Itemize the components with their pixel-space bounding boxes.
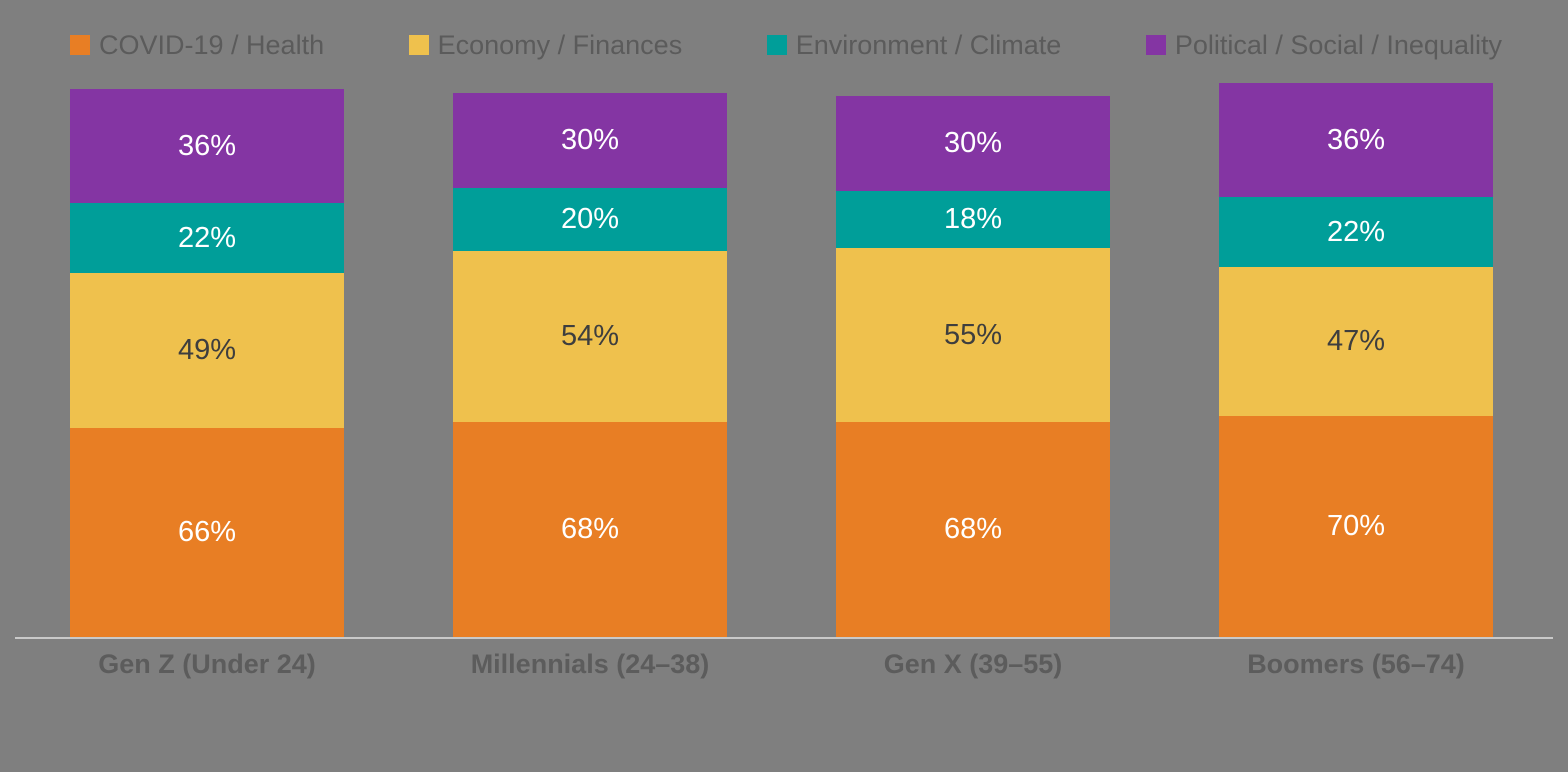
- data-label: 30%: [560, 124, 620, 156]
- segment-environment-climate: 22%: [70, 203, 344, 273]
- segment-political-social-inequality: 30%: [836, 96, 1110, 191]
- legend-item-covid-19-health: COVID-19 / Health: [70, 30, 324, 61]
- x-axis-labels: Gen Z (Under 24) Millennials (24–38) Gen X…: [70, 649, 1493, 680]
- segment-covid-19-health: 70%: [1219, 416, 1493, 637]
- data-label: 18%: [943, 203, 1003, 235]
- legend-label: Environment / Climate: [795, 29, 1062, 60]
- segment-environment-climate: 18%: [836, 191, 1110, 248]
- data-label: 22%: [1326, 215, 1386, 248]
- plot-area: 66% 49% 22% 36% 68% 54% 20% 30% 68% 55% 18% 30% 70% 4…: [70, 62, 1493, 637]
- data-label: 36%: [177, 129, 237, 162]
- segment-economy-finances: 54%: [453, 251, 727, 422]
- data-label: 70%: [1326, 510, 1386, 542]
- bar-gen-x-39-55: 68% 55% 18% 30%: [836, 96, 1110, 637]
- segment-covid-19-health: 68%: [836, 422, 1110, 637]
- legend-label: COVID-19 / Health: [99, 29, 325, 60]
- category-label: Boomers (56–74): [1247, 649, 1465, 679]
- legend-item-economy-finances: Economy / Finances: [408, 29, 683, 61]
- legend-swatch-icon: [70, 35, 90, 55]
- segment-covid-19-health: 68%: [453, 422, 727, 637]
- segment-economy-finances: 49%: [70, 273, 344, 428]
- segment-political-social-inequality: 36%: [1219, 83, 1493, 197]
- chart-legend: COVID-19 / Health Economy / Finances Envir…: [70, 28, 1502, 62]
- segment-environment-climate: 22%: [1219, 197, 1493, 267]
- segment-economy-finances: 47%: [1219, 267, 1493, 416]
- segment-political-social-inequality: 30%: [453, 93, 727, 188]
- category-label: Gen Z (Under 24): [98, 649, 316, 679]
- segment-environment-climate: 20%: [453, 188, 727, 251]
- data-label: 22%: [177, 221, 237, 254]
- bar-boomers-56-74: 70% 47% 22% 36%: [1219, 83, 1493, 637]
- data-label: 20%: [560, 203, 620, 235]
- legend-label: Political / Social / Inequality: [1174, 29, 1502, 60]
- data-label: 30%: [943, 127, 1003, 159]
- segment-economy-finances: 55%: [836, 248, 1110, 422]
- data-label: 68%: [560, 513, 620, 545]
- segment-covid-19-health: 66%: [70, 428, 344, 637]
- legend-item-environment-climate: Environment / Climate: [766, 29, 1062, 61]
- bar-millennials-24-38: 68% 54% 20% 30%: [453, 93, 727, 637]
- data-label: 55%: [943, 318, 1003, 351]
- data-label: 49%: [177, 334, 237, 366]
- bar-gen-z-under-24: 66% 49% 22% 36%: [70, 89, 344, 637]
- data-label: 47%: [1326, 325, 1386, 357]
- data-label: 36%: [1326, 123, 1386, 156]
- legend-label: Economy / Finances: [437, 29, 683, 60]
- legend-item-political-social-inequality: Political / Social / Inequality: [1145, 29, 1502, 61]
- data-label: 68%: [943, 513, 1003, 545]
- legend-swatch-icon: [1145, 35, 1166, 55]
- category-label: Gen X (39–55): [883, 649, 1063, 679]
- legend-swatch-icon: [766, 35, 787, 55]
- stacked-bar-chart: COVID-19 / Health Economy / Finances Envir…: [0, 28, 1568, 772]
- category-label: Millennials (24–38): [470, 649, 710, 679]
- x-axis-line: [15, 637, 1553, 639]
- data-label: 66%: [177, 516, 237, 548]
- legend-swatch-icon: [408, 35, 429, 55]
- data-label: 54%: [560, 320, 620, 352]
- segment-political-social-inequality: 36%: [70, 89, 344, 203]
